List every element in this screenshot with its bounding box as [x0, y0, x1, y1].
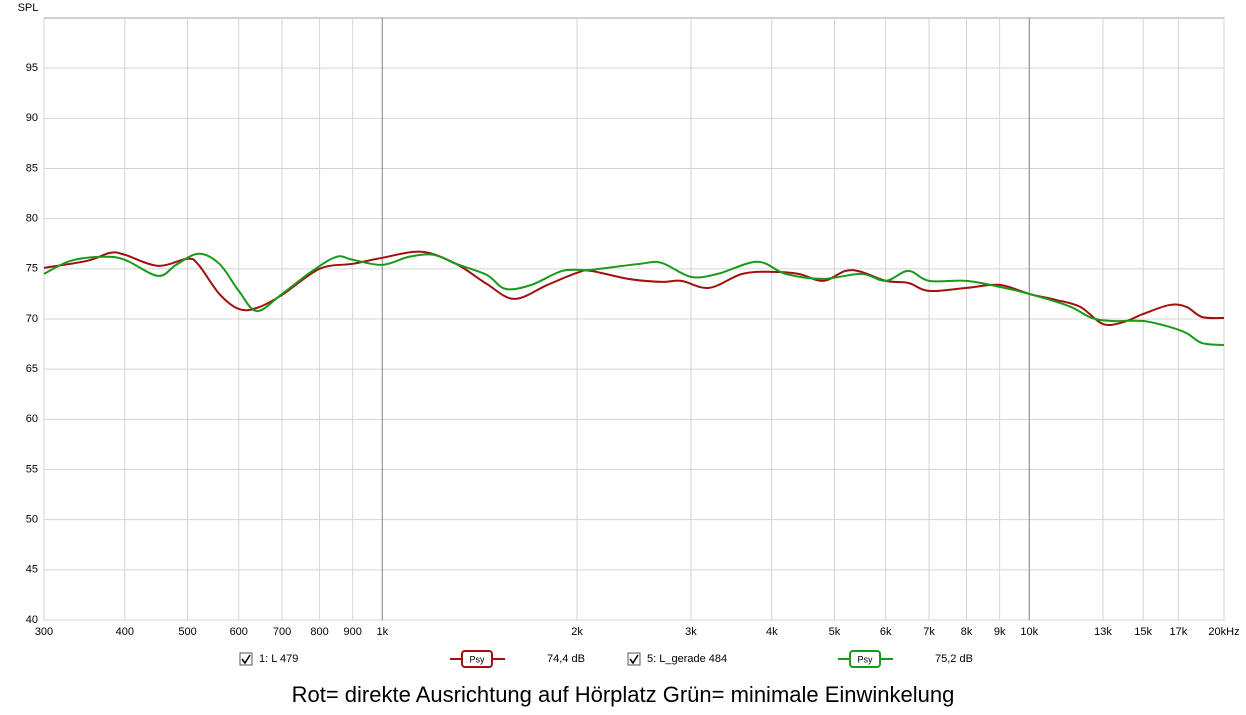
x-tick-label: 15k	[1134, 626, 1152, 638]
legend: 1: L 479 Psy 74,4 dB 5: L_gerade 484 Psy 75,2…	[239, 650, 973, 668]
smoothing-button[interactable]	[849, 650, 881, 668]
checkbox[interactable]	[627, 652, 641, 666]
x-tick-label: 10k	[1020, 626, 1038, 638]
smoothing-label: Psy	[857, 654, 873, 664]
y-tick-label: 85	[26, 162, 38, 174]
x-tick-label: 900	[343, 626, 361, 638]
series-line	[43, 252, 1225, 347]
y-axis-label: SPL	[18, 2, 39, 14]
x-tick-label: 3k	[685, 626, 697, 638]
x-tick-label: 13k	[1094, 626, 1112, 638]
x-tick-label: 8k	[961, 626, 973, 638]
checkbox-check	[629, 654, 639, 665]
checkbox-check	[241, 654, 251, 665]
x-tick-label: 300	[35, 626, 53, 638]
y-tick-label: 70	[26, 313, 38, 325]
y-tick-label: 60	[26, 413, 38, 425]
series-line	[43, 250, 1225, 326]
plot	[43, 18, 1225, 621]
y-tick-label: 45	[26, 564, 38, 576]
legend-level: 74,4 dB	[547, 653, 585, 665]
legend-label: 1: L 479	[259, 653, 298, 665]
y-tick-label: 75	[26, 263, 38, 275]
y-tick-label: 40	[26, 614, 38, 626]
x-tick-label: 800	[310, 626, 328, 638]
x-tick-label: 600	[230, 626, 248, 638]
y-tick-label: 95	[26, 62, 38, 74]
x-tick-label: 7k	[923, 626, 935, 638]
smoothing-label: Psy	[469, 654, 485, 664]
y-tick-label: 50	[26, 514, 38, 526]
x-tick-label: 9k	[994, 626, 1006, 638]
y-tick-label: 55	[26, 463, 38, 475]
x-tick-label: 6k	[880, 626, 892, 638]
x-tick-label: 20kHz	[1208, 626, 1239, 638]
smoothing-button[interactable]	[461, 650, 493, 668]
y-tick-label: 90	[26, 112, 38, 124]
checkbox[interactable]	[239, 652, 253, 666]
x-tick-label: 2k	[571, 626, 583, 638]
y-tick-label: 65	[26, 363, 38, 375]
legend-level: 75,2 dB	[935, 653, 973, 665]
x-tick-label: 4k	[766, 626, 778, 638]
caption: Rot= direkte Ausrichtung auf Hörplatz Gr…	[292, 682, 955, 707]
legend-label: 5: L_gerade 484	[647, 653, 727, 665]
x-tick-label: 400	[116, 626, 134, 638]
x-tick-label: 500	[178, 626, 196, 638]
x-tick-label: 5k	[829, 626, 841, 638]
x-tick-label: 17k	[1169, 626, 1187, 638]
y-tick-label: 80	[26, 213, 38, 225]
x-tick-label: 1k	[376, 626, 388, 638]
x-tick-label: 700	[273, 626, 291, 638]
